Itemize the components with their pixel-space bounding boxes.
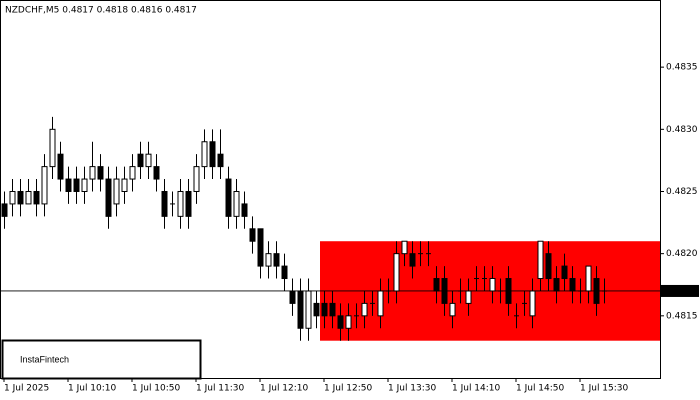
candle-body [305,290,312,329]
candle-body [241,203,248,217]
candle-body [409,253,416,267]
candle-body [201,141,208,168]
candle-body [289,290,296,304]
x-tick-label: 1 Jul 2025 [4,384,49,394]
candle-body [545,253,552,280]
x-tick-label: 1 Jul 12:50 [324,384,373,394]
candle-body [25,190,32,205]
y-tick-label: 0.4835 [666,63,698,73]
candle-body [161,190,168,217]
candle-body [529,290,536,317]
candle-body [217,153,224,168]
x-tick-label: 1 Jul 14:10 [452,384,501,394]
candle-body [465,290,472,304]
candle-body [57,153,64,180]
last-price-tag [661,284,699,297]
candle-body [153,166,160,180]
candle-body [337,315,344,329]
candle-body [41,166,48,205]
candle-body [569,278,576,292]
candle-body [33,190,40,205]
candle-body [361,302,368,317]
candle-body [561,265,568,280]
candle-body [193,166,200,192]
candle-body [401,240,408,255]
candle-body [1,203,8,217]
candle-body [9,190,16,205]
candle-body [89,166,96,180]
candle-body [433,278,440,292]
candle-body [489,278,496,292]
candle-body [537,240,544,280]
candle-body [17,190,24,205]
candle-body [393,253,400,292]
candle-body [145,153,152,168]
x-tick-label: 1 Jul 11:30 [196,384,245,394]
candle-body [65,178,72,192]
candle-body [329,302,336,317]
candle-body [297,290,304,329]
candle-body [249,228,256,242]
chart-title: NZDCHF,M5 0.4817 0.4818 0.4816 0.4817 [5,6,197,16]
candle-body [137,153,144,168]
candle-body [121,178,128,192]
candle-body [321,302,328,317]
candle-body [129,166,136,180]
candle-body [585,265,592,292]
x-tick-label: 1 Jul 12:10 [260,384,309,394]
candle-body [273,253,280,267]
candle-body [113,178,120,205]
candle-body [225,178,232,217]
y-tick-label: 0.4820 [666,249,698,259]
y-tick-label: 0.4825 [666,187,698,197]
candle-body [553,278,560,292]
candle-body [281,265,288,280]
candle-body [257,228,264,267]
watermark: InstaFintech [20,354,69,364]
x-tick-label: 1 Jul 13:30 [388,384,437,394]
candle-body [185,190,192,217]
candle-body [97,166,104,180]
candle-body [209,141,216,168]
candle-body [313,302,320,317]
x-tick-label: 1 Jul 10:10 [68,384,117,394]
candle-body [345,315,352,329]
candle-body [377,290,384,317]
candle-body [49,128,56,168]
candle-body [233,190,240,217]
candle-body [81,178,88,192]
watermark-box [1,339,202,380]
x-tick-label: 1 Jul 14:50 [516,384,565,394]
last-price-label: 0.4817 [664,286,696,296]
candle-body [73,178,80,192]
candle-body [449,302,456,317]
plot-frame [0,0,661,379]
y-tick-label: 0.4830 [666,125,698,135]
x-tick-label: 1 Jul 10:50 [132,384,181,394]
candle-body [177,190,184,217]
x-tick-label: 1 Jul 15:30 [580,384,629,394]
y-tick-label: 0.4815 [666,311,698,321]
candle-body [265,253,272,267]
candle-body [105,178,112,217]
